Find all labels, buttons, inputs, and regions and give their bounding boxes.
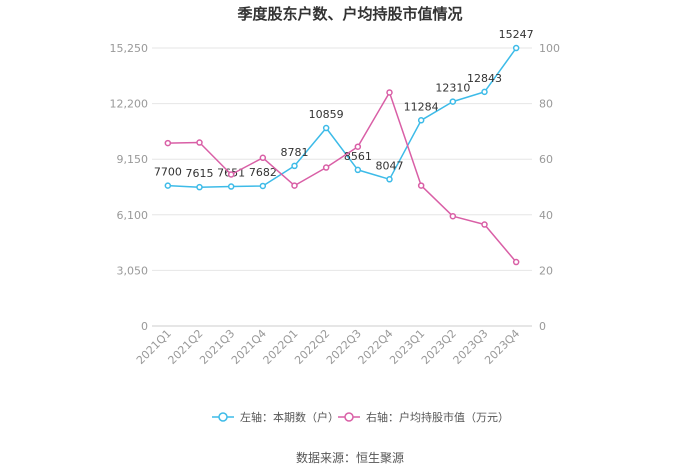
- legend-label: 右轴：户均持股市值（万元）: [366, 410, 509, 424]
- data-label: 7615: [186, 167, 214, 180]
- series-point-1: [227, 183, 235, 190]
- left-axis: 0 3,050 6,100 9,150 12,200 15,250: [110, 42, 149, 333]
- data-label: 10859: [309, 108, 344, 121]
- series-point-1: [196, 183, 203, 191]
- left-tick-label: 12,200: [110, 98, 149, 111]
- series-line-2: [167, 91, 517, 263]
- left-tick-label: 0: [141, 320, 148, 333]
- series-point-1: [164, 182, 172, 189]
- series-point-2: [164, 139, 172, 147]
- series-point-2: [512, 258, 520, 266]
- right-tick-label: 100: [539, 42, 560, 55]
- data-label: 12310: [435, 82, 470, 95]
- series-point-1: [354, 166, 362, 174]
- series-point-1: [322, 124, 330, 132]
- data-label: 7682: [249, 166, 277, 179]
- series-point-1: [481, 88, 488, 96]
- legend-swatch-marker: [344, 412, 354, 422]
- series-point-2: [449, 212, 457, 220]
- data-label: 8047: [376, 159, 404, 172]
- data-label: 7700: [154, 166, 182, 179]
- chart-title: 季度股东户数、户均持股市值情况: [237, 5, 462, 23]
- left-tick-label: 6,100: [117, 209, 149, 222]
- series-point-1: [417, 117, 425, 124]
- series-point-1: [291, 162, 298, 170]
- legend-swatch-marker: [218, 412, 228, 422]
- legend-label: 左轴：本期数（户）: [240, 410, 339, 424]
- right-tick-label: 80: [539, 98, 553, 111]
- series-point-1: [512, 44, 520, 52]
- series-point-2: [227, 171, 235, 178]
- series-point-1: [386, 176, 393, 183]
- left-tick-label: 15,250: [110, 42, 149, 55]
- right-tick-label: 60: [539, 153, 553, 166]
- series-point-2: [291, 182, 298, 189]
- series-point-2: [196, 139, 203, 146]
- series-point-2: [417, 182, 425, 189]
- data-label: 12843: [467, 72, 502, 85]
- series-point-2: [386, 89, 393, 96]
- series-line-1: [167, 47, 517, 188]
- data-label: 8561: [344, 150, 372, 163]
- x-axis: 2021Q12021Q22021Q32021Q42022Q12022Q22022…: [134, 325, 532, 367]
- series-point-1: [449, 98, 457, 105]
- data-label: 15247: [499, 28, 534, 41]
- left-tick-label: 9,150: [117, 153, 149, 166]
- right-tick-label: 0: [539, 320, 546, 333]
- right-axis: 0 20 40 60 80 100: [539, 42, 560, 333]
- series-point-2: [322, 164, 330, 171]
- legend: 左轴：本期数（户） 右轴：户均持股市值（万元）: [212, 410, 509, 424]
- right-tick-label: 20: [539, 264, 553, 277]
- series-point-1: [259, 182, 267, 190]
- left-tick-label: 3,050: [117, 264, 149, 277]
- x-tick-label: 2023Q4: [482, 327, 522, 367]
- right-tick-label: 40: [539, 209, 553, 222]
- data-label: 8781: [281, 146, 309, 159]
- series-point-2: [481, 221, 488, 228]
- source-note: 数据来源：恒生聚源: [296, 450, 404, 465]
- data-label: 11284: [404, 100, 439, 113]
- series-point-2: [259, 154, 267, 162]
- series-layer: 7700761576517682878110859856180471128412…: [154, 28, 534, 266]
- series-point-2: [354, 143, 362, 150]
